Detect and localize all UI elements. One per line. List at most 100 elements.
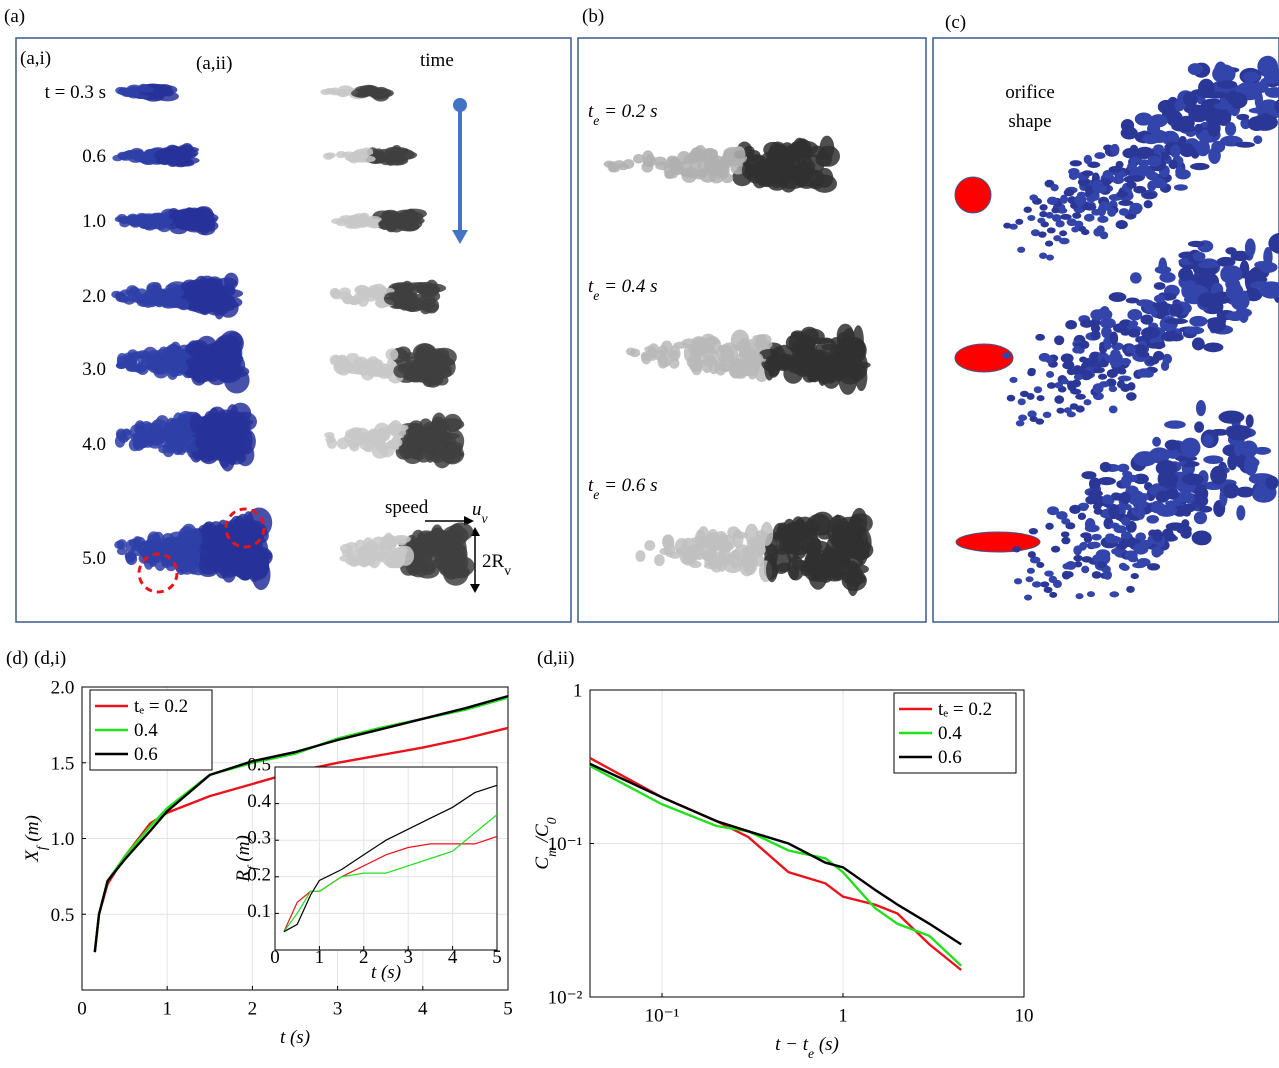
series-line xyxy=(283,814,498,933)
vortex-blob xyxy=(1045,254,1055,261)
vortex-blob xyxy=(1211,140,1226,153)
panel-label: (c) xyxy=(945,12,966,33)
plume-blob xyxy=(644,540,656,551)
plume-blob xyxy=(203,437,214,448)
plume-blob xyxy=(657,353,669,369)
time-arrow-head xyxy=(452,230,468,244)
plume-blob xyxy=(767,145,790,165)
orifice-label: shape xyxy=(1008,111,1051,132)
time-label: time xyxy=(420,50,454,71)
vortex-blob xyxy=(1120,126,1138,140)
vortex-blob xyxy=(1153,282,1166,290)
vortex-blob xyxy=(1117,463,1130,473)
vortex-blob xyxy=(1236,505,1246,521)
vortex-blob xyxy=(1175,169,1191,180)
plume-blob xyxy=(357,294,369,307)
vortex-blob xyxy=(1159,272,1176,283)
plot-frame xyxy=(589,689,1025,998)
vortex-blob xyxy=(1165,500,1182,507)
vortex-blob xyxy=(1065,560,1077,570)
vortex-blob xyxy=(1012,546,1021,553)
y-tick-label: 0.5 xyxy=(247,755,271,776)
plume-blob xyxy=(716,344,734,363)
vortex-blob xyxy=(1162,475,1172,489)
vortex-blob xyxy=(1150,129,1169,143)
vortex-blob xyxy=(1197,261,1219,269)
vortex-blob xyxy=(1101,326,1112,339)
plume-blob xyxy=(162,441,180,450)
series-line xyxy=(589,764,963,967)
te-label: te = 0.4 s xyxy=(588,276,658,303)
speed-label: speed xyxy=(385,497,429,518)
vortex-blob xyxy=(1242,71,1260,82)
vortex-blob xyxy=(1026,567,1035,574)
y-tick-label: 1.5 xyxy=(51,753,75,774)
plume-blob xyxy=(704,335,722,355)
vortex-blob xyxy=(1070,388,1082,395)
plume-blob xyxy=(385,348,399,361)
vortex-blob xyxy=(1133,185,1147,194)
plume-blob xyxy=(324,87,335,95)
legend-label: 0.4 xyxy=(134,720,158,741)
vortex-blob xyxy=(1254,90,1264,110)
vortex-blob xyxy=(1110,493,1127,501)
plume-blob xyxy=(371,292,385,301)
vortex-blob xyxy=(1244,238,1256,257)
plot-frame xyxy=(274,766,498,951)
plume-blob xyxy=(196,353,217,369)
plume-blob xyxy=(236,443,255,467)
vortex-blob xyxy=(1081,170,1094,177)
plume-blob xyxy=(358,434,373,445)
vortex-blob xyxy=(1084,517,1096,532)
plume-blob xyxy=(125,553,138,566)
vortex-blob xyxy=(1102,494,1113,505)
vortex-blob xyxy=(1235,308,1252,318)
x-axis-label: t (s) xyxy=(371,962,401,983)
vortex-blob xyxy=(1043,586,1053,593)
vortex-blob xyxy=(1126,392,1137,401)
plume-blob xyxy=(352,357,364,366)
plume-blob xyxy=(809,170,825,187)
legend-label: tₑ = 0.2 xyxy=(938,699,992,720)
vortex-blob xyxy=(1023,594,1033,601)
vortex-blob xyxy=(1057,207,1068,214)
plume-blob xyxy=(334,364,346,375)
plume-blob xyxy=(148,539,162,553)
vortex-blob xyxy=(1249,281,1275,290)
vortex-blob xyxy=(1061,536,1071,545)
vortex-blob xyxy=(1261,61,1272,78)
x-tick-label: 0 xyxy=(77,999,87,1020)
vortex-blob xyxy=(1184,326,1205,335)
label-part: = 0.6 s xyxy=(599,475,657,496)
vortex-blob xyxy=(1109,522,1120,529)
vortex-blob xyxy=(1203,455,1224,464)
y-axis-label: Rf (m) xyxy=(233,835,260,883)
label-part: t − t xyxy=(775,1034,809,1055)
vortex-blob xyxy=(1090,323,1101,333)
vortex-blob xyxy=(1248,107,1270,114)
vortex-blob xyxy=(1108,405,1118,414)
plume-blob xyxy=(802,369,816,383)
plume-blob xyxy=(325,152,336,159)
vortex-blob xyxy=(1027,214,1036,221)
vortex-blob xyxy=(1083,399,1092,406)
plume-blob xyxy=(790,330,805,339)
plume-blob xyxy=(169,210,188,220)
vortex-blob xyxy=(1153,350,1165,361)
label-part: 0 xyxy=(544,817,559,824)
vortex-blob xyxy=(1170,144,1181,159)
vortex-blob xyxy=(1212,64,1236,84)
vortex-blob xyxy=(1072,346,1083,354)
vortex-blob xyxy=(1036,561,1045,569)
vortex-blob xyxy=(1059,230,1068,237)
legend-label: 0.6 xyxy=(938,747,962,768)
vortex-blob xyxy=(1080,319,1094,328)
vortex-blob xyxy=(1132,473,1149,485)
vortex-blob xyxy=(1088,489,1103,498)
vortex-blob xyxy=(1123,149,1136,157)
vortex-blob xyxy=(1090,329,1101,340)
vortex-blob xyxy=(1045,522,1054,530)
vortex-blob xyxy=(1149,114,1168,128)
x-tick-label: 2 xyxy=(359,947,369,968)
vortex-blob xyxy=(1002,352,1011,359)
